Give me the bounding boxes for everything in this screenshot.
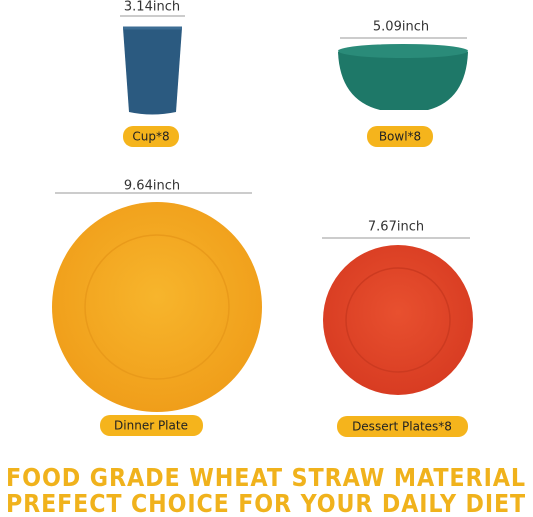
label-pill	[100, 415, 203, 436]
label-pill	[337, 416, 468, 437]
dessert-plate	[323, 245, 473, 395]
dimension-text: 7.67inch	[368, 220, 424, 235]
cup	[123, 28, 182, 115]
label-pill	[123, 126, 179, 147]
label-text: Dinner Plate	[114, 419, 188, 433]
bowl	[338, 52, 468, 110]
plate-ring	[84, 234, 230, 380]
dessert-plate-group: 7.67inch Dessert Plates*8	[322, 220, 473, 437]
plate-ring	[345, 267, 451, 373]
dinner-plate	[52, 202, 262, 412]
label-text: Dessert Plates*8	[352, 420, 452, 434]
dimension-text: 5.09inch	[373, 20, 429, 35]
bowl-rim	[338, 44, 468, 58]
label-pill	[367, 126, 433, 147]
label-text: Bowl*8	[379, 130, 421, 144]
dimension-text: 3.14inch	[124, 0, 180, 15]
bowl-group: 5.09inch Bowl*8	[338, 20, 468, 147]
label-text: Cup*8	[132, 130, 169, 144]
dimension-text: 9.64inch	[124, 179, 180, 194]
footer-line: FOOD GRADE WHEAT STRAW MATERIAL	[6, 463, 526, 492]
footer-line: PREFECT CHOICE FOR YOUR DAILY DIET	[6, 489, 526, 517]
dinner-plate-group: 9.64inch Dinner Plate	[52, 179, 262, 436]
cup-group: 3.14inch Cup*8	[120, 0, 185, 147]
